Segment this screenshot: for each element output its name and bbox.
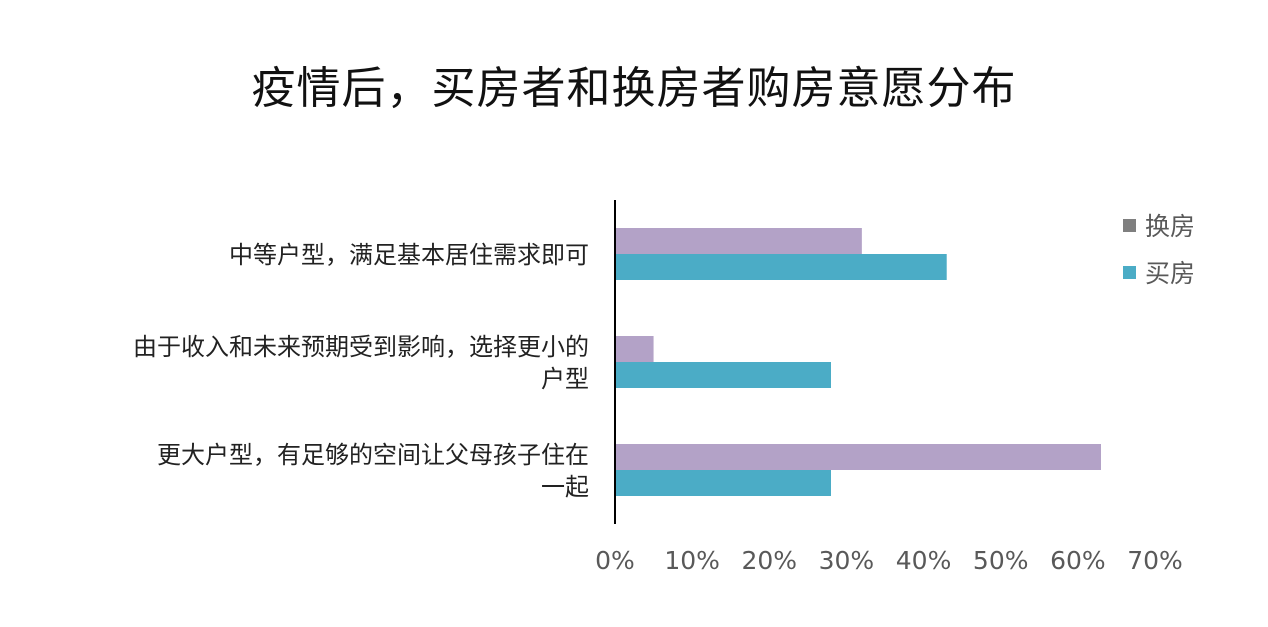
bar-换房-0 [615,228,862,254]
x-tick-label-0: 0% [595,546,635,575]
category-label-1-1: 户型 [541,365,589,393]
bar-买房-2 [615,470,831,496]
bar-换房-2 [615,444,1101,470]
legend-label-买房: 买房 [1145,259,1195,288]
legend-label-换房: 换房 [1145,212,1195,241]
bar-买房-0 [615,254,947,280]
category-label-0-0: 中等户型，满足基本居住需求即可 [229,241,589,269]
bar-买房-1 [615,362,831,388]
category-label-1-0: 由于收入和未来预期受到影响，选择更小的 [133,333,589,361]
category-label-2-0: 更大户型，有足够的空间让父母孩子住在 [157,441,589,469]
legend-marker-换房 [1123,219,1136,232]
x-tick-labels: 0% 10% 20% 30% 40% 50% 60% 70% [595,546,1183,575]
x-tick-label-1: 10% [664,546,720,575]
legend-marker-买房 [1123,266,1136,279]
bars-group [615,228,1101,496]
x-tick-label-2: 20% [741,546,797,575]
x-tick-label-3: 30% [819,546,875,575]
category-label-2-1: 一起 [541,473,589,501]
bar-换房-1 [615,336,654,362]
chart-title: 疫情后，买房者和换房者购房意愿分布 [251,63,1017,114]
x-tick-label-5: 50% [973,546,1029,575]
x-tick-label-4: 40% [896,546,952,575]
x-tick-label-6: 60% [1050,546,1106,575]
x-tick-label-7: 70% [1127,546,1183,575]
category-labels: 中等户型，满足基本居住需求即可由于收入和未来预期受到影响，选择更小的户型更大户型… [133,241,589,501]
